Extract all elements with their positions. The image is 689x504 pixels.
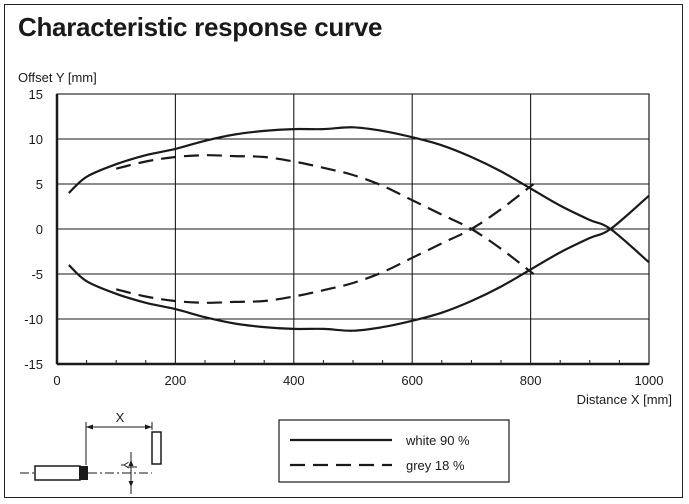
legend-label-white: white 90 % [405, 433, 470, 448]
reflector-target [151, 431, 162, 465]
diagram-x-arrow-right [145, 424, 152, 430]
x-axis-label: Distance X [mm] [577, 392, 672, 407]
y-tick-labels: 15 10 5 0 -5 -10 -15 [24, 87, 43, 372]
diagram-x-arrow-left [86, 424, 93, 430]
y-tick-label: 15 [29, 87, 43, 102]
y-tick-label: 0 [36, 222, 43, 237]
chart-title: Characteristic response curve [18, 12, 383, 42]
sensor-diagram: X Y [20, 410, 162, 494]
x-tick-label: 1000 [635, 373, 664, 388]
x-tick-label: 200 [165, 373, 187, 388]
y-tick-label: 10 [29, 132, 43, 147]
diagram-y-arrow-up [128, 460, 134, 466]
series-grey-curve-2 [115, 154, 535, 275]
chart-axes [55, 94, 649, 366]
series-white-curve-1 [68, 194, 650, 332]
diagram-y-label: Y [118, 461, 130, 469]
diagram-x-label: X [116, 410, 125, 425]
sensor-lens [79, 466, 88, 480]
series-white-curve-0 [68, 126, 650, 264]
y-axis-label: Offset Y [mm] [18, 70, 97, 85]
diagram-y-arrow-down [128, 481, 134, 487]
y-tick-label: -5 [31, 267, 43, 282]
legend-label-grey: grey 18 % [406, 458, 465, 473]
y-tick-label: -15 [24, 357, 43, 372]
x-tick-label: 0 [53, 373, 60, 388]
x-tick-label: 400 [283, 373, 305, 388]
figure-frame [4, 4, 683, 498]
chart-grid [56, 93, 650, 365]
legend: white 90 % grey 18 % [278, 419, 510, 483]
x-tick-labels: 0 200 400 600 800 1000 [53, 373, 663, 388]
series-grey-curve-3 [115, 183, 535, 304]
y-tick-label: 5 [36, 177, 43, 192]
legend-box [278, 419, 510, 483]
x-tick-label: 600 [401, 373, 423, 388]
sensor-body [34, 465, 81, 481]
chart-curves [68, 126, 650, 332]
x-tick-label: 800 [520, 373, 542, 388]
y-tick-label: -10 [24, 312, 43, 327]
